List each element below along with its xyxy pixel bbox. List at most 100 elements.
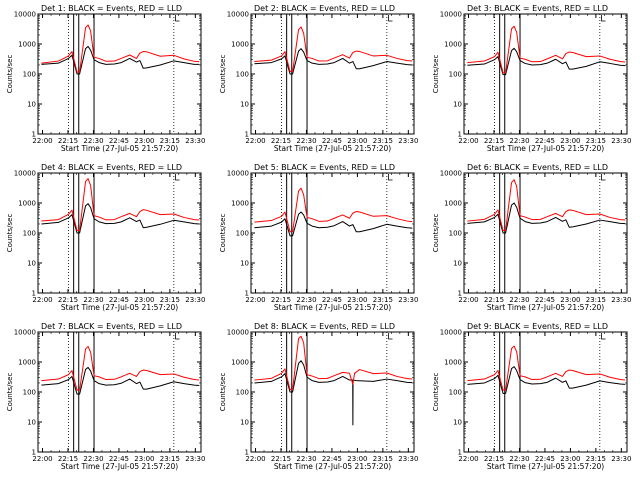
- y-tick-label: 10: [27, 101, 36, 109]
- x-axis-label: Start Time (27-Jul-05 21:57:20): [487, 462, 604, 471]
- x-tick-label: 22:45: [535, 296, 555, 304]
- x-tick-label: 22:30: [83, 455, 103, 463]
- x-tick-label: 22:00: [32, 137, 52, 145]
- x-tick-label: 22:45: [109, 137, 129, 145]
- x-tick-label: 22:30: [509, 137, 529, 145]
- x-tick-label: 23:00: [134, 455, 154, 463]
- plot-frame: [463, 13, 628, 135]
- panel-det-3: Det 3: BLACK = Events, RED = LLD 1 10 100 10…: [432, 4, 631, 153]
- plot-frame: [37, 172, 202, 294]
- x-tick-label: 22:30: [509, 455, 529, 463]
- series-line-lld: [41, 178, 200, 232]
- y-tick-label: 100: [23, 71, 36, 79]
- x-tick-label: 22:00: [458, 137, 478, 145]
- series-line-events: [41, 366, 200, 395]
- x-tick-label: 22:15: [484, 137, 504, 145]
- x-tick-label: 22:45: [535, 455, 555, 463]
- series-line-lld: [41, 24, 200, 73]
- x-tick-label: 23:30: [398, 455, 418, 463]
- series-line-lld: [254, 26, 413, 73]
- y-tick-label: 10: [240, 419, 249, 427]
- x-tick-label: 22:45: [322, 455, 342, 463]
- panel-title: Det 2: BLACK = Events, RED = LLD: [254, 4, 395, 13]
- y-tick-label: 1000: [444, 359, 462, 367]
- x-tick-label: 23:15: [373, 137, 393, 145]
- series-line-events: [41, 203, 200, 234]
- y-tick-label: 100: [236, 389, 249, 397]
- x-tick-label: 23:15: [160, 296, 180, 304]
- series-line-events: [254, 360, 413, 426]
- panel-title: Det 1: BLACK = Events, RED = LLD: [41, 4, 182, 13]
- y-axis-label: Counts/sec: [6, 214, 14, 253]
- x-tick-label: 22:00: [458, 455, 478, 463]
- y-tick-label: 10000: [14, 329, 36, 337]
- x-tick-label: 22:45: [535, 137, 555, 145]
- panel-det-2: Det 2: BLACK = Events, RED = LLD 1 10 100 10…: [219, 4, 418, 153]
- y-tick-label: 1: [458, 131, 462, 139]
- x-axis-label: Start Time (27-Jul-05 21:57:20): [274, 462, 391, 471]
- y-tick-label: 100: [449, 389, 462, 397]
- y-tick-label: 1: [32, 449, 36, 457]
- x-tick-label: 22:15: [58, 137, 78, 145]
- series-line-lld: [254, 187, 413, 233]
- x-tick-label: 22:00: [245, 296, 265, 304]
- x-tick-label: 23:15: [160, 137, 180, 145]
- x-tick-label: 22:45: [109, 455, 129, 463]
- x-tick-label: 23:30: [611, 296, 631, 304]
- x-tick-label: 22:30: [83, 296, 103, 304]
- series-line-events: [254, 211, 413, 237]
- y-tick-label: 10000: [14, 170, 36, 178]
- panel-title: Det 6: BLACK = Events, RED = LLD: [467, 163, 608, 172]
- y-tick-label: 1: [32, 290, 36, 298]
- y-tick-label: 10: [453, 419, 462, 427]
- x-tick-label: 23:15: [586, 137, 606, 145]
- x-axis-label: Start Time (27-Jul-05 21:57:20): [274, 144, 391, 153]
- series-line-events: [467, 202, 626, 234]
- y-tick-label: 10: [27, 419, 36, 427]
- x-tick-label: 23:30: [185, 455, 205, 463]
- y-axis-label: Counts/sec: [219, 55, 227, 94]
- y-tick-label: 10000: [227, 329, 249, 337]
- y-axis-label: Counts/sec: [6, 55, 14, 94]
- interval-bracket: [388, 174, 393, 181]
- y-tick-label: 10: [240, 101, 249, 109]
- y-tick-label: 10000: [14, 11, 36, 19]
- series-line-lld: [41, 345, 200, 391]
- y-tick-label: 1000: [18, 359, 36, 367]
- x-tick-label: 23:30: [185, 137, 205, 145]
- x-axis-label: Start Time (27-Jul-05 21:57:20): [61, 303, 178, 312]
- x-tick-label: 23:30: [398, 296, 418, 304]
- y-axis-label: Counts/sec: [432, 214, 440, 253]
- x-tick-label: 22:30: [83, 137, 103, 145]
- y-tick-label: 10000: [440, 11, 462, 19]
- x-tick-label: 23:15: [586, 296, 606, 304]
- x-tick-label: 22:45: [322, 137, 342, 145]
- panel-det-9: Det 9: BLACK = Events, RED = LLD 1 10 100 10…: [432, 322, 631, 471]
- y-tick-label: 1000: [18, 200, 36, 208]
- y-tick-label: 100: [449, 230, 462, 238]
- panel-title: Det 8: BLACK = Events, RED = LLD: [254, 322, 395, 331]
- interval-bracket: [601, 15, 606, 22]
- x-tick-label: 22:30: [509, 296, 529, 304]
- panel-title: Det 3: BLACK = Events, RED = LLD: [467, 4, 608, 13]
- panel-det-7: Det 7: BLACK = Events, RED = LLD 1 10 100 10…: [6, 322, 205, 471]
- x-tick-label: 22:15: [58, 455, 78, 463]
- x-tick-label: 22:00: [32, 455, 52, 463]
- interval-bracket: [175, 174, 180, 181]
- y-tick-label: 1: [458, 290, 462, 298]
- x-tick-label: 23:30: [185, 296, 205, 304]
- y-tick-label: 1: [245, 449, 249, 457]
- x-tick-label: 23:00: [560, 296, 580, 304]
- x-axis-label: Start Time (27-Jul-05 21:57:20): [274, 303, 391, 312]
- series-line-events: [254, 48, 413, 75]
- x-tick-label: 22:15: [484, 296, 504, 304]
- x-axis-label: Start Time (27-Jul-05 21:57:20): [61, 144, 178, 153]
- y-tick-label: 1000: [231, 359, 249, 367]
- x-tick-label: 23:00: [347, 137, 367, 145]
- x-tick-label: 23:00: [560, 455, 580, 463]
- y-tick-label: 100: [449, 71, 462, 79]
- x-tick-label: 22:15: [484, 455, 504, 463]
- y-axis-label: Counts/sec: [219, 373, 227, 412]
- x-tick-label: 22:15: [58, 296, 78, 304]
- y-tick-label: 1000: [444, 200, 462, 208]
